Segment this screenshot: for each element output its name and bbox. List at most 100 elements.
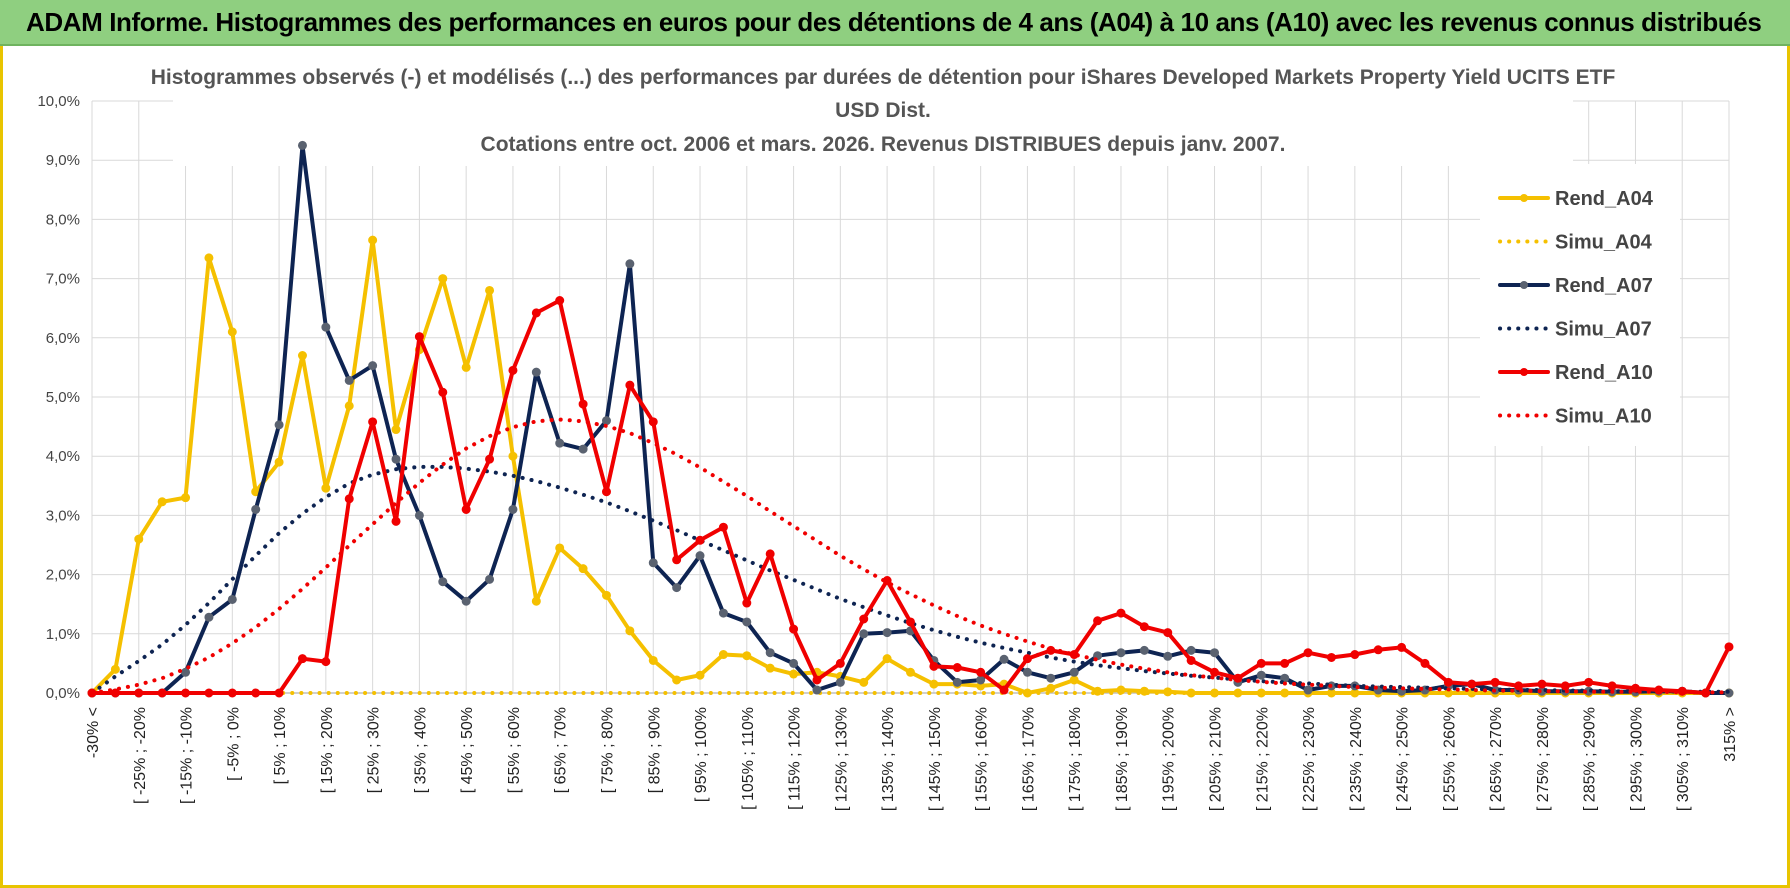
data-point-rend_a07 — [578, 444, 588, 454]
x-tick-label: [ 45% ; 50% — [459, 707, 476, 793]
data-point-rend_a10 — [789, 624, 799, 634]
report-banner: ADAM Informe. Histogrammes des performan… — [0, 0, 1790, 46]
data-point-rend_a04 — [578, 564, 588, 574]
data-point-rend_a07 — [297, 140, 307, 150]
data-point-rend_a07 — [368, 361, 378, 371]
data-point-rend_a07 — [1116, 648, 1126, 658]
data-point-rend_a10 — [1514, 681, 1524, 691]
data-point-rend_a10 — [438, 387, 448, 397]
data-point-rend_a10 — [835, 658, 845, 668]
data-point-rend_a04 — [508, 451, 518, 461]
data-point-rend_a10 — [952, 663, 962, 673]
data-point-rend_a07 — [251, 504, 261, 514]
data-point-rend_a07 — [1069, 667, 1079, 677]
data-point-rend_a10 — [181, 688, 191, 698]
data-point-rend_a10 — [765, 549, 775, 559]
y-tick-label: 1,0% — [46, 626, 80, 643]
y-tick-label: 3,0% — [46, 507, 80, 524]
y-tick-label: 7,0% — [46, 271, 80, 288]
data-point-rend_a07 — [531, 367, 541, 377]
data-point-rend_a07 — [859, 629, 869, 639]
data-point-rend_a10 — [1537, 679, 1547, 689]
data-point-rend_a10 — [1607, 681, 1617, 691]
data-point-rend_a10 — [391, 516, 401, 526]
data-point-rend_a04 — [531, 596, 541, 606]
data-point-rend_a07 — [1303, 685, 1313, 695]
data-point-rend_a07 — [321, 322, 331, 332]
data-point-rend_a10 — [1724, 642, 1734, 652]
legend-label-rend_a07: Rend_A07 — [1555, 275, 1653, 297]
legend-marker-rend_a10 — [1520, 368, 1528, 376]
data-point-rend_a10 — [672, 555, 682, 565]
data-point-rend_a07 — [765, 648, 775, 658]
data-point-rend_a07 — [976, 675, 986, 685]
data-point-rend_a10 — [110, 688, 120, 698]
data-point-rend_a07 — [391, 454, 401, 464]
x-tick-label: [ 95% ; 100% — [693, 707, 710, 802]
data-point-rend_a04 — [929, 679, 939, 689]
x-tick-label: [ 305% ; 310% — [1675, 707, 1692, 811]
x-tick-label: [ 85% ; 90% — [646, 707, 663, 793]
legend-box — [1480, 164, 1680, 446]
data-point-rend_a10 — [695, 535, 705, 545]
x-tick-label: [ 195% ; 200% — [1161, 707, 1178, 811]
data-point-rend_a10 — [1280, 658, 1290, 668]
data-point-rend_a04 — [391, 425, 401, 435]
data-point-rend_a07 — [812, 685, 822, 695]
data-point-rend_a10 — [485, 454, 495, 464]
data-point-rend_a04 — [718, 650, 728, 660]
data-point-rend_a10 — [1373, 645, 1383, 655]
x-tick-label: [ 165% ; 170% — [1020, 707, 1037, 811]
data-point-rend_a10 — [1256, 658, 1266, 668]
data-point-rend_a10 — [508, 365, 518, 375]
data-point-rend_a10 — [1139, 622, 1149, 632]
data-point-rend_a07 — [508, 504, 518, 514]
data-point-rend_a10 — [1630, 683, 1640, 693]
x-tick-label: [ 155% ; 160% — [974, 707, 991, 811]
y-tick-label: 4,0% — [46, 448, 80, 465]
data-point-rend_a07 — [1046, 673, 1056, 683]
data-point-rend_a04 — [742, 651, 752, 661]
data-point-rend_a07 — [1163, 651, 1173, 661]
x-tick-label: [ 15% ; 20% — [319, 707, 336, 793]
data-point-rend_a07 — [672, 583, 682, 593]
data-point-rend_a07 — [414, 510, 424, 520]
x-tick-label: [ 25% ; 30% — [366, 707, 383, 793]
data-point-rend_a07 — [1186, 645, 1196, 655]
data-point-rend_a10 — [929, 661, 939, 671]
data-point-rend_a04 — [344, 401, 354, 411]
data-point-rend_a04 — [1046, 683, 1056, 693]
data-point-rend_a04 — [204, 253, 214, 263]
data-point-rend_a04 — [227, 327, 237, 337]
x-tick-label: [ 265% ; 270% — [1488, 707, 1505, 811]
title-background — [173, 54, 1573, 166]
data-point-rend_a10 — [414, 332, 424, 342]
x-tick-label: [ 235% ; 240% — [1348, 707, 1365, 811]
data-point-rend_a10 — [321, 657, 331, 667]
chart-title-line: USD Dist. — [835, 99, 931, 122]
x-tick-label: [ 125% ; 130% — [833, 707, 850, 811]
x-tick-label: [ -25% ; -20% — [132, 707, 149, 804]
legend-marker-rend_a07 — [1520, 281, 1528, 289]
data-point-rend_a04 — [601, 590, 611, 600]
data-point-rend_a10 — [227, 688, 237, 698]
legend-label-rend_a10: Rend_A10 — [1555, 362, 1653, 384]
data-point-rend_a07 — [952, 677, 962, 687]
data-point-rend_a10 — [625, 380, 635, 390]
data-point-rend_a07 — [555, 438, 565, 448]
data-point-rend_a07 — [882, 628, 892, 638]
data-point-rend_a04 — [555, 543, 565, 553]
data-point-rend_a04 — [368, 235, 378, 245]
data-point-rend_a07 — [227, 594, 237, 604]
data-point-rend_a07 — [344, 375, 354, 385]
data-point-rend_a10 — [578, 399, 588, 409]
data-point-rend_a07 — [695, 551, 705, 561]
x-tick-label: [ 55% ; 60% — [506, 707, 523, 793]
data-point-rend_a07 — [1256, 670, 1266, 680]
data-point-rend_a10 — [859, 614, 869, 624]
chart-title-line: Histogrammes observés (-) et modélisés (… — [151, 66, 1616, 89]
data-point-rend_a10 — [1116, 608, 1126, 618]
data-point-rend_a07 — [181, 667, 191, 677]
data-point-rend_a10 — [134, 688, 144, 698]
x-tick-label: [ 175% ; 180% — [1067, 707, 1084, 811]
